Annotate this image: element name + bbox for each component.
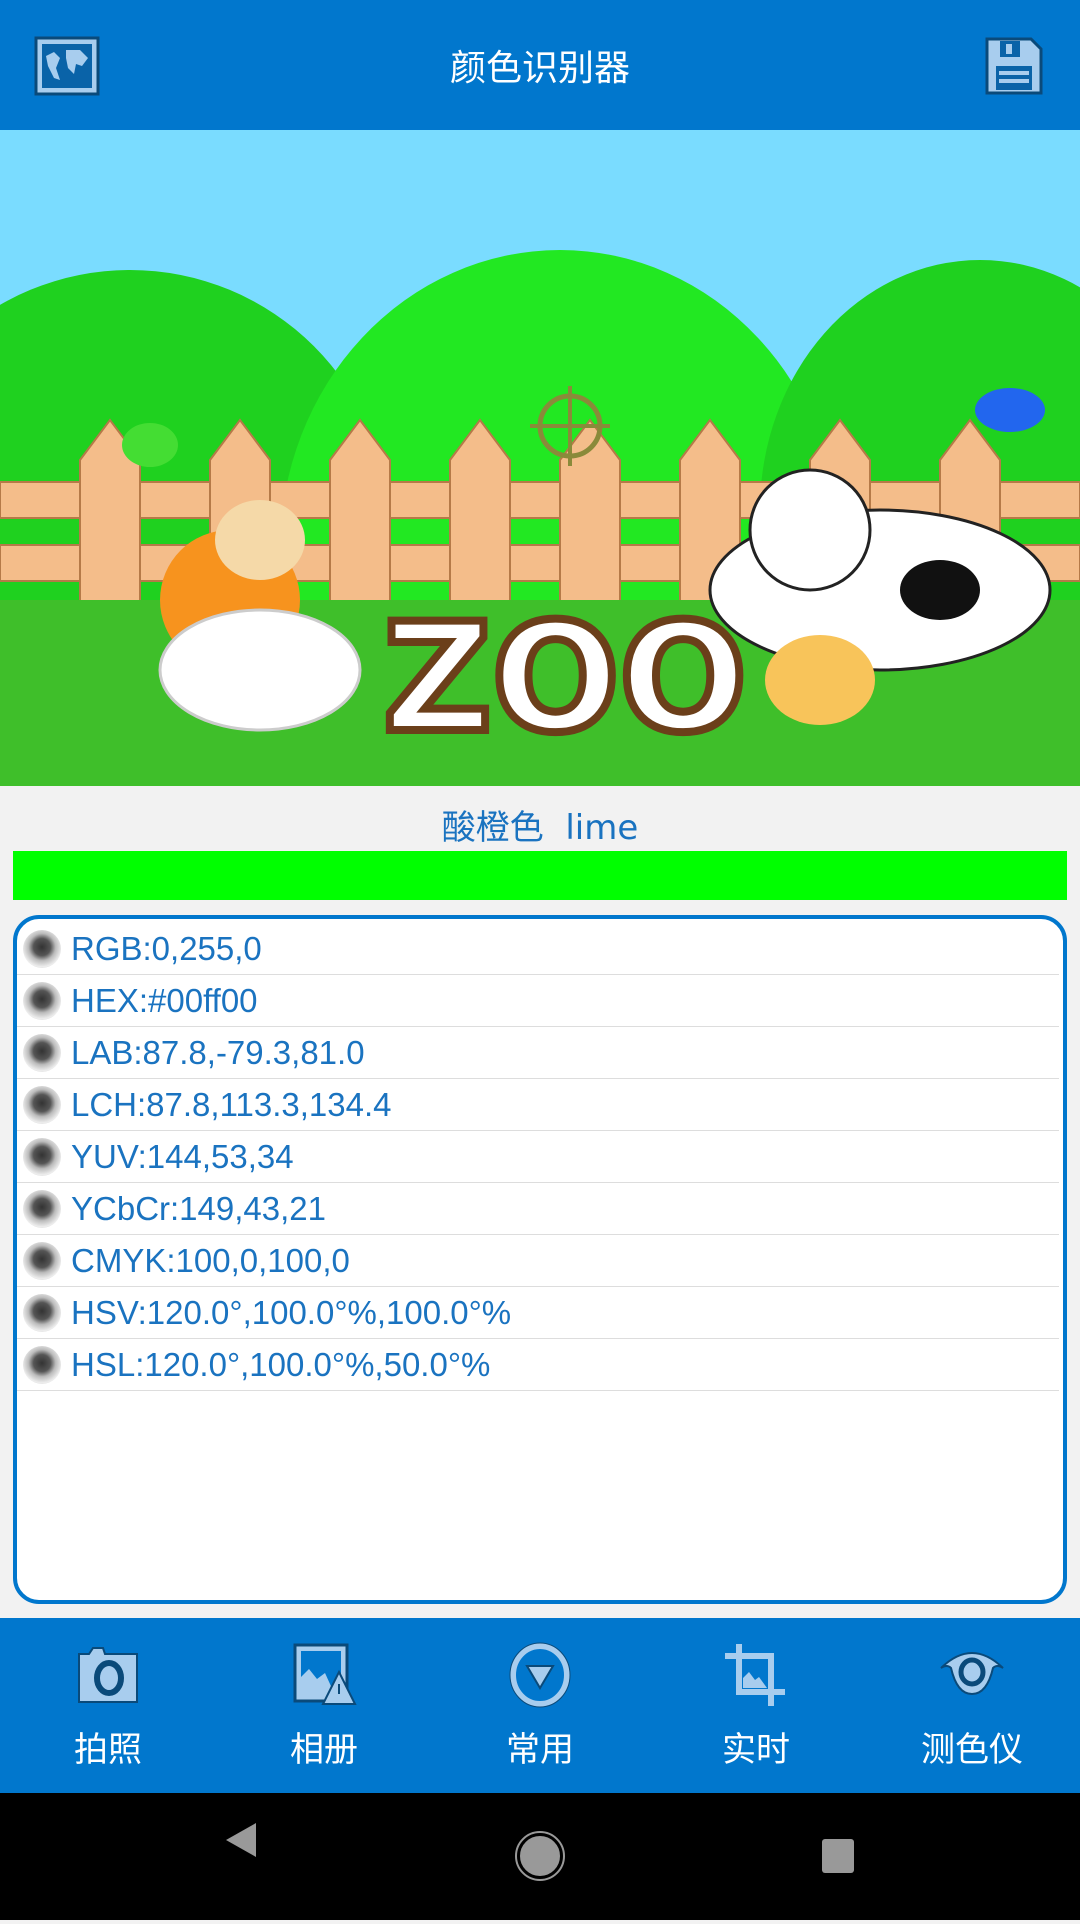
value-text: YCbCr:149,43,21 <box>71 1189 326 1227</box>
bullet-icon <box>23 1241 61 1280</box>
value-text: YUV:144,53,34 <box>71 1137 294 1175</box>
tab-label: 测色仪 <box>921 1730 1023 1770</box>
tab-colorimeter[interactable]: 测色仪 <box>864 1618 1080 1793</box>
value-text: CMYK:100,0,100,0 <box>71 1241 350 1279</box>
gallery-icon <box>293 1643 357 1705</box>
color-swatch <box>13 851 1067 900</box>
eye-icon <box>940 1652 1004 1696</box>
bullet-icon <box>23 1085 61 1124</box>
home-icon[interactable] <box>516 1832 564 1880</box>
bullet-icon <box>23 1189 61 1228</box>
value-text: HEX:#00ff00 <box>71 981 258 1019</box>
save-floppy-icon[interactable] <box>984 36 1044 96</box>
bullet-icon <box>23 929 61 968</box>
bullet-icon <box>23 1345 61 1384</box>
back-icon[interactable] <box>226 1823 256 1857</box>
tab-label: 实时 <box>722 1730 790 1770</box>
list-item[interactable]: YUV:144,53,34 <box>17 1131 1059 1183</box>
app-header: 颜色识别器 <box>0 0 1080 130</box>
list-item[interactable]: HEX:#00ff00 <box>17 975 1059 1027</box>
crop-icon <box>725 1644 785 1706</box>
list-item[interactable]: LCH:87.8,113.3,134.4 <box>17 1079 1059 1131</box>
color-name: 酸橙色 lime <box>441 808 639 848</box>
bottom-nav: 拍照 相册 常用 实时 测色仪 <box>0 1618 1080 1793</box>
tab-common[interactable]: 常用 <box>432 1618 648 1793</box>
value-text: LAB:87.8,-79.3,81.0 <box>71 1033 365 1071</box>
camera-preview-image[interactable]: ZOO <box>0 130 1080 786</box>
list-item[interactable]: HSV:120.0°,100.0°%,100.0°% <box>17 1287 1059 1339</box>
system-nav-bar <box>0 1793 1080 1920</box>
tab-realtime[interactable]: 实时 <box>648 1618 864 1793</box>
world-map-icon[interactable] <box>34 36 100 96</box>
dropdown-circle-icon <box>509 1642 571 1708</box>
list-item[interactable]: CMYK:100,0,100,0 <box>17 1235 1059 1287</box>
color-values-list[interactable]: RGB:0,255,0 HEX:#00ff00 LAB:87.8,-79.3,8… <box>13 915 1067 1604</box>
value-text: HSV:120.0°,100.0°%,100.0°% <box>71 1293 512 1331</box>
bullet-icon <box>23 981 61 1020</box>
tab-label: 常用 <box>506 1730 574 1770</box>
list-item[interactable]: YCbCr:149,43,21 <box>17 1183 1059 1235</box>
list-item[interactable]: HSL:120.0°,100.0°%,50.0°% <box>17 1339 1059 1391</box>
list-item[interactable]: RGB:0,255,0 <box>17 923 1059 975</box>
tab-label: 拍照 <box>74 1730 142 1770</box>
bullet-icon <box>23 1293 61 1332</box>
value-text: RGB:0,255,0 <box>71 929 262 967</box>
tab-camera[interactable]: 拍照 <box>0 1618 216 1793</box>
bullet-icon <box>23 1033 61 1072</box>
page-title: 颜色识别器 <box>449 48 630 89</box>
value-text: LCH:87.8,113.3,134.4 <box>71 1085 392 1123</box>
tab-label: 相册 <box>290 1730 358 1770</box>
zoo-logo: ZOO <box>383 592 747 766</box>
bullet-icon <box>23 1137 61 1176</box>
tab-gallery[interactable]: 相册 <box>216 1618 432 1793</box>
list-item[interactable]: LAB:87.8,-79.3,81.0 <box>17 1027 1059 1079</box>
value-text: HSL:120.0°,100.0°%,50.0°% <box>71 1345 491 1383</box>
camera-icon <box>78 1647 138 1703</box>
recents-icon[interactable] <box>822 1839 854 1873</box>
